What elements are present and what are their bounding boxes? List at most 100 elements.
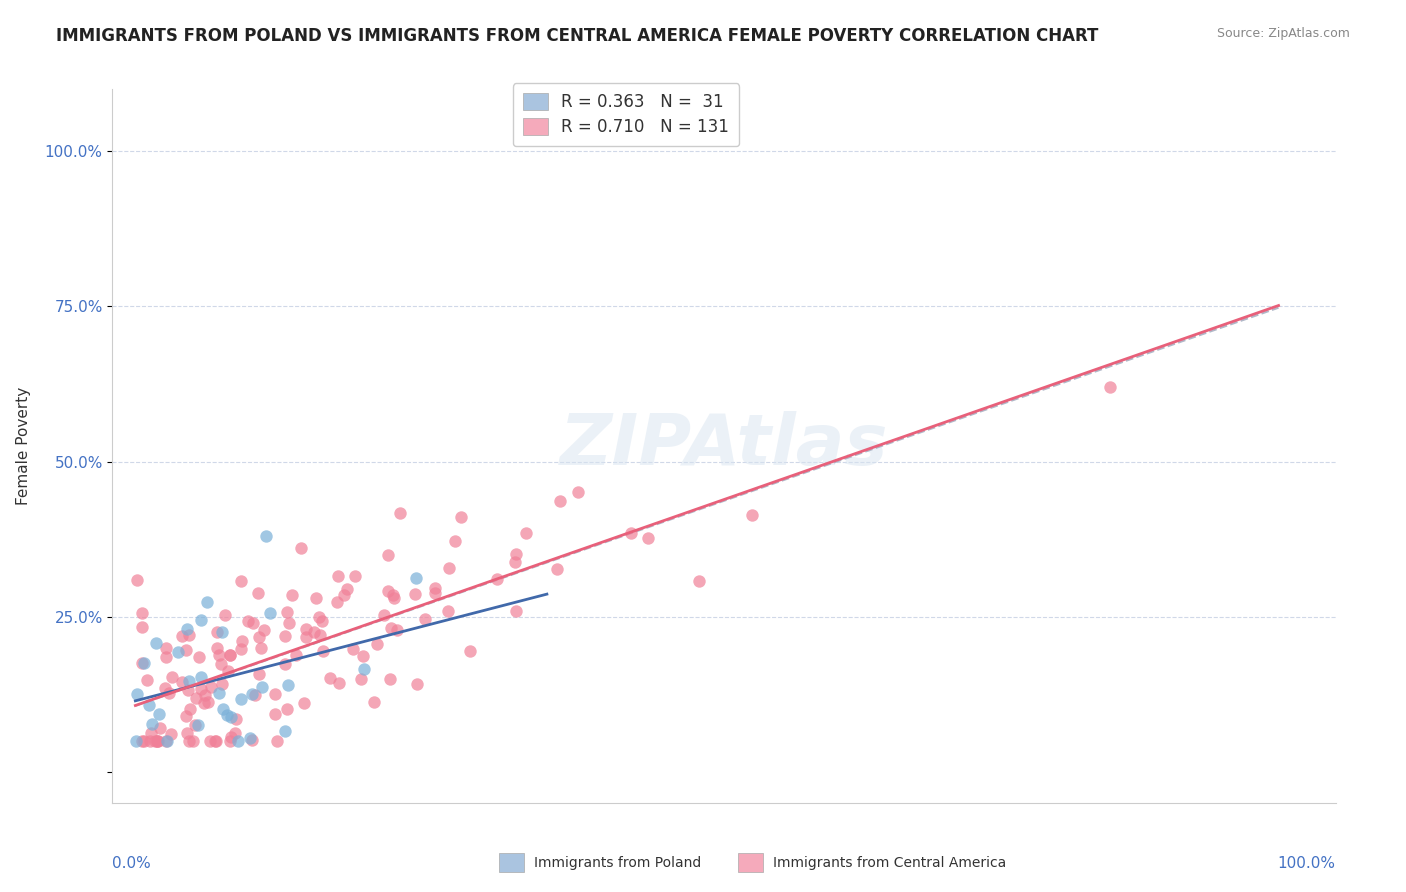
Point	[131, 733, 153, 747]
Point	[167, 645, 190, 659]
Point	[250, 680, 273, 694]
Point	[437, 604, 460, 618]
Point	[229, 642, 252, 657]
Point	[149, 721, 172, 735]
Point	[207, 640, 229, 655]
Point	[183, 717, 205, 731]
Point	[174, 709, 197, 723]
Point	[366, 638, 388, 652]
Point	[177, 673, 200, 688]
Point	[145, 733, 167, 747]
Point	[176, 726, 198, 740]
Point	[177, 627, 200, 641]
Point	[273, 657, 295, 672]
Point	[515, 526, 537, 541]
Point	[242, 615, 264, 630]
Point	[247, 630, 270, 644]
Point	[382, 588, 405, 602]
Point	[143, 733, 166, 747]
Text: Immigrants from Poland: Immigrants from Poland	[534, 855, 702, 870]
Point	[567, 484, 589, 499]
Point	[423, 581, 446, 595]
Point	[231, 574, 253, 589]
Point	[305, 591, 328, 605]
Point	[141, 717, 163, 731]
Point	[160, 727, 183, 741]
Point	[319, 671, 342, 685]
Point	[155, 641, 177, 656]
Point	[204, 733, 226, 747]
Point	[380, 621, 402, 635]
Point	[219, 648, 242, 663]
Point	[437, 561, 460, 575]
Point	[458, 644, 481, 658]
Point	[132, 733, 155, 747]
Point	[155, 649, 177, 664]
Point	[176, 622, 198, 636]
Point	[311, 643, 333, 657]
Point	[211, 624, 233, 639]
Point	[266, 733, 288, 747]
Point	[311, 614, 333, 628]
Point	[404, 587, 426, 601]
Point	[280, 588, 302, 602]
Point	[382, 591, 405, 605]
Point	[328, 676, 350, 690]
Point	[208, 686, 231, 700]
Point	[236, 614, 259, 628]
Point	[231, 634, 253, 648]
Point	[217, 708, 239, 723]
Point	[450, 509, 472, 524]
Point	[295, 622, 318, 636]
Point	[197, 695, 219, 709]
Point	[308, 610, 330, 624]
Point	[505, 555, 527, 569]
Point	[219, 730, 242, 744]
Point	[145, 636, 167, 650]
Point	[278, 616, 301, 631]
Point	[443, 533, 465, 548]
Point	[181, 733, 204, 747]
Point	[295, 630, 318, 644]
Y-axis label: Female Poverty: Female Poverty	[15, 387, 31, 505]
Point	[205, 624, 228, 639]
Point	[211, 676, 233, 690]
Point	[204, 733, 226, 747]
Point	[190, 681, 212, 696]
Text: Immigrants from Central America: Immigrants from Central America	[773, 855, 1007, 870]
Point	[193, 696, 215, 710]
Point	[179, 702, 201, 716]
Point	[353, 662, 375, 676]
Point	[349, 673, 371, 687]
Point	[388, 506, 411, 520]
Point	[131, 606, 153, 620]
Point	[259, 606, 281, 620]
Point	[229, 691, 252, 706]
Point	[195, 595, 218, 609]
Point	[170, 675, 193, 690]
Point	[378, 673, 401, 687]
Point	[139, 726, 162, 740]
Point	[373, 607, 395, 622]
Point	[284, 648, 307, 662]
Point	[131, 620, 153, 634]
Point	[200, 733, 222, 747]
Point	[253, 623, 276, 637]
Point	[741, 508, 763, 523]
Point	[264, 687, 287, 701]
Point	[187, 718, 209, 732]
Point	[264, 706, 287, 721]
Point	[505, 547, 527, 561]
Point	[415, 612, 437, 626]
Point	[225, 712, 247, 726]
Point	[243, 689, 266, 703]
Point	[335, 582, 357, 596]
Point	[211, 657, 233, 672]
Point	[254, 529, 277, 543]
Text: IMMIGRANTS FROM POLAND VS IMMIGRANTS FROM CENTRAL AMERICA FEMALE POVERTY CORRELA: IMMIGRANTS FROM POLAND VS IMMIGRANTS FRO…	[56, 27, 1098, 45]
Point	[190, 613, 212, 627]
Point	[406, 677, 429, 691]
Point	[377, 548, 399, 562]
Point	[155, 733, 177, 747]
Text: Source: ZipAtlas.com: Source: ZipAtlas.com	[1216, 27, 1350, 40]
